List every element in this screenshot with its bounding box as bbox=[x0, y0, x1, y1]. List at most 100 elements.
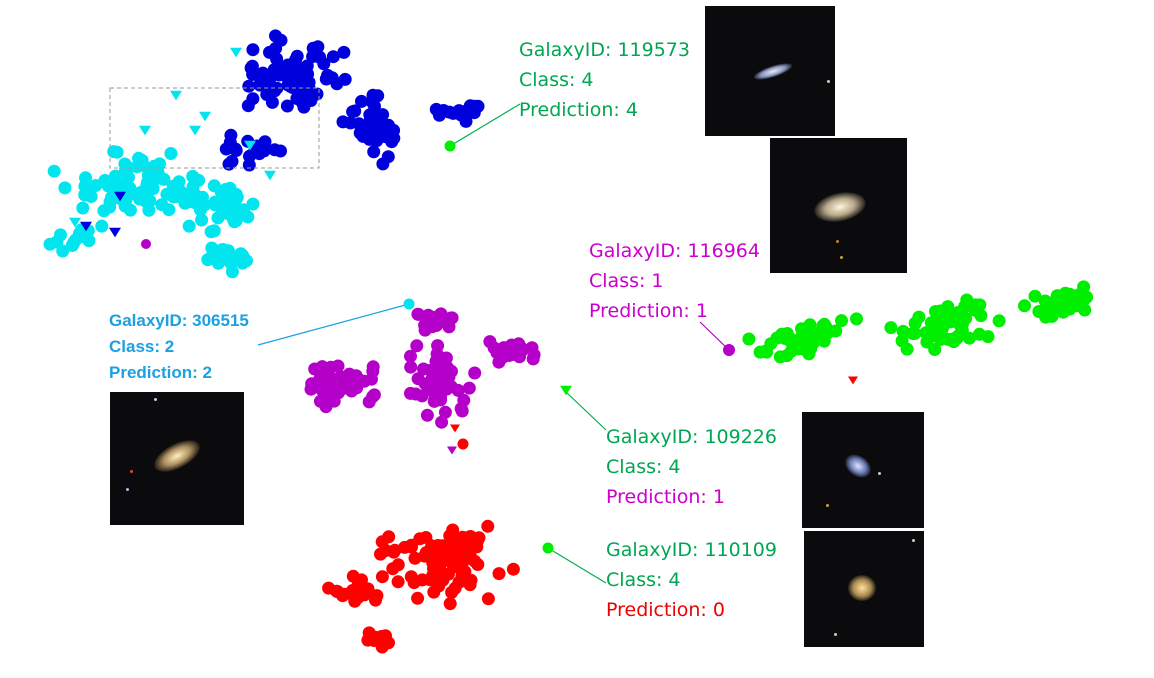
red-point bbox=[419, 549, 433, 563]
green-point bbox=[850, 312, 863, 326]
red-triangle bbox=[450, 424, 460, 433]
galaxy-id-label: GalaxyID: 109226 bbox=[606, 426, 777, 448]
red-point bbox=[391, 575, 405, 589]
green-point bbox=[951, 305, 965, 319]
galaxy-thumbnail-109226 bbox=[802, 412, 924, 528]
galaxy-id-label: GalaxyID: 116964 bbox=[589, 240, 760, 262]
magenta-triangle bbox=[447, 446, 457, 455]
cyan-point bbox=[219, 182, 233, 196]
blue-point bbox=[296, 85, 310, 99]
magenta-point bbox=[439, 381, 453, 395]
blue-point bbox=[242, 158, 256, 172]
green-point bbox=[760, 345, 774, 359]
highlighted-points bbox=[403, 140, 735, 554]
cyan-point bbox=[236, 203, 250, 217]
blue-point bbox=[355, 94, 368, 108]
green-point bbox=[919, 326, 933, 340]
cyan-triangle bbox=[139, 125, 151, 136]
magenta-point bbox=[457, 393, 471, 407]
green-point bbox=[962, 331, 976, 345]
cyan-point bbox=[132, 151, 146, 165]
red-triangle bbox=[848, 376, 858, 385]
blue-point bbox=[326, 50, 340, 64]
magenta-point bbox=[366, 360, 380, 374]
magenta-point bbox=[324, 386, 338, 400]
green-point bbox=[895, 334, 909, 348]
class-label: Class: 4 bbox=[606, 569, 681, 591]
cyan-point bbox=[107, 145, 121, 159]
cyan-triangle bbox=[264, 170, 276, 181]
cyan-point bbox=[246, 197, 260, 211]
magenta-point bbox=[141, 239, 151, 249]
green-point bbox=[1032, 305, 1046, 318]
cyan-point bbox=[218, 243, 232, 257]
green-point bbox=[817, 334, 831, 348]
red-point bbox=[445, 585, 459, 599]
prediction-label: Prediction: 4 bbox=[519, 99, 638, 121]
leader-line-306515 bbox=[257, 303, 410, 346]
blue-point bbox=[268, 84, 282, 98]
blue-point bbox=[338, 72, 352, 86]
prediction-label: Prediction: 1 bbox=[589, 300, 708, 322]
prediction-label: Prediction: 2 bbox=[109, 363, 212, 382]
galaxy-thumbnail-110109 bbox=[804, 531, 924, 647]
leader-line-109226 bbox=[565, 391, 607, 431]
blue-point bbox=[387, 123, 401, 137]
blue-point bbox=[381, 150, 395, 164]
cyan-point bbox=[108, 169, 122, 183]
class-label: Class: 4 bbox=[606, 456, 681, 478]
green-point bbox=[950, 331, 964, 345]
cyan-point bbox=[195, 213, 209, 227]
blue-point bbox=[459, 114, 473, 128]
green-point bbox=[835, 314, 848, 328]
red-point bbox=[404, 570, 418, 584]
highlight-point-110109 bbox=[542, 542, 554, 554]
galaxy-thumbnail-119573 bbox=[705, 6, 835, 136]
blue-point bbox=[256, 66, 270, 80]
green-point bbox=[819, 320, 833, 334]
leader-line-116964 bbox=[699, 321, 730, 351]
cyan-point bbox=[101, 179, 115, 193]
red-point bbox=[357, 588, 371, 602]
prediction-label: Prediction: 1 bbox=[606, 486, 725, 508]
blue-point bbox=[310, 87, 324, 101]
class-label: Class: 1 bbox=[589, 270, 664, 292]
cyan-point bbox=[201, 253, 215, 267]
blue-point bbox=[246, 43, 260, 57]
cyan-point bbox=[79, 171, 92, 185]
green-point bbox=[792, 340, 806, 354]
blue-point bbox=[269, 29, 282, 43]
green-point bbox=[941, 300, 955, 314]
red-point bbox=[481, 592, 495, 606]
blue-point bbox=[246, 92, 260, 106]
magenta-point bbox=[420, 311, 434, 325]
green-point bbox=[981, 330, 995, 344]
cyan-point bbox=[58, 181, 72, 195]
blue-point bbox=[224, 128, 238, 142]
magenta-point bbox=[527, 348, 541, 362]
red-point bbox=[369, 593, 382, 607]
blue-point bbox=[246, 67, 260, 81]
magenta-point bbox=[430, 393, 444, 407]
blue-point bbox=[452, 104, 466, 118]
red-point bbox=[427, 585, 441, 599]
cyan-point bbox=[208, 195, 222, 209]
highlight-point-116964 bbox=[723, 344, 735, 356]
cyan-point bbox=[167, 190, 180, 204]
cyan-point bbox=[153, 157, 166, 171]
green-point bbox=[974, 309, 988, 323]
blue-point bbox=[257, 144, 271, 158]
green-point bbox=[907, 326, 921, 340]
green-point bbox=[956, 317, 969, 331]
cyan-point bbox=[82, 234, 96, 248]
star bbox=[878, 472, 881, 475]
galaxy-blob bbox=[149, 433, 205, 479]
red-point bbox=[459, 541, 473, 555]
magenta-point bbox=[313, 372, 327, 386]
red-point bbox=[408, 551, 422, 565]
blue-point bbox=[290, 69, 304, 83]
blue-point bbox=[306, 41, 320, 55]
annotation-306515: GalaxyID: 306515 Class: 2 Prediction: 2 bbox=[109, 308, 249, 386]
cyan-triangle bbox=[244, 140, 256, 151]
cyan-point bbox=[187, 194, 201, 208]
